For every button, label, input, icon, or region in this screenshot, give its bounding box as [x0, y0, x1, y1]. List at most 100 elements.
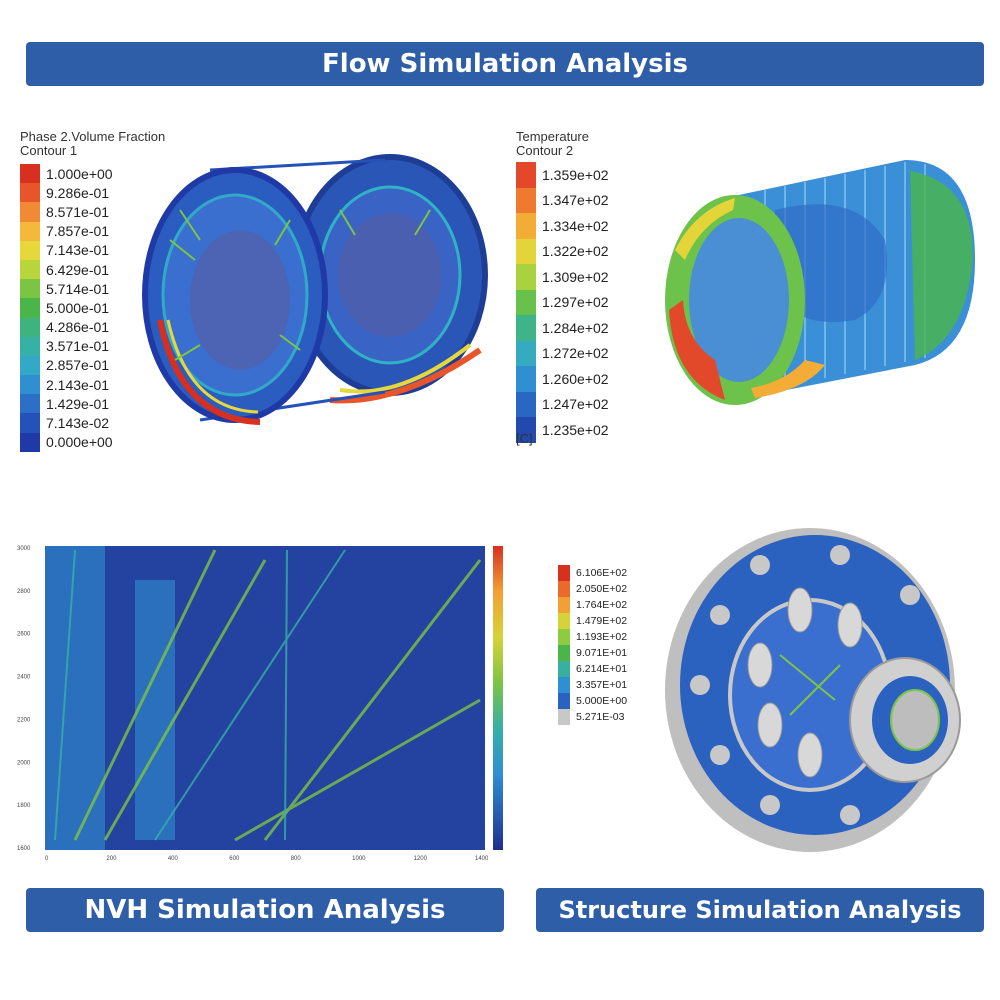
- phase-legend-label: 1.000e+00: [46, 165, 113, 182]
- phase-legend-entry: 8.571e-01: [20, 202, 113, 222]
- stress-legend-swatch: [558, 581, 570, 597]
- temperature-legend-entry: 1.322e+02: [516, 238, 609, 264]
- temperature-legend-swatch: [516, 187, 536, 213]
- nvh-y-tick-label: 1600: [17, 846, 31, 852]
- stress-legend-swatch: [558, 613, 570, 629]
- stress-legend-entry: 1.479E+02: [558, 613, 627, 629]
- stress-legend-swatch: [558, 693, 570, 709]
- nvh-y-tick-label: 2400: [17, 675, 31, 681]
- phase-legend-swatch: [20, 298, 40, 318]
- phase-legend-label: 5.000e-01: [46, 299, 110, 316]
- phase-legend-swatch: [20, 221, 40, 241]
- nvh-x-tick-label: 0: [45, 856, 49, 862]
- temperature-legend-swatch: [516, 340, 536, 366]
- stress-legend-label: 9.071E+01: [576, 647, 628, 659]
- temperature-legend-entry: 1.347e+02: [516, 187, 609, 213]
- temperature-legend-entry: 1.334e+02: [516, 213, 609, 239]
- phase-legend-swatch: [20, 413, 40, 433]
- temperature-legend-label: 1.309e+02: [542, 268, 609, 285]
- stress-legend-label: 6.106E+02: [576, 567, 628, 579]
- phase-legend-title: Phase 2.Volume Fraction Contour 1: [20, 130, 165, 158]
- phase-legend-swatch: [20, 336, 40, 356]
- temperature-legend-entry: 1.260e+02: [516, 366, 609, 392]
- temperature-legend-label: 1.322e+02: [542, 243, 609, 260]
- phase-legend-entry: 2.143e-01: [20, 375, 113, 395]
- stress-legend-label: 3.357E+01: [576, 679, 628, 691]
- phase-legend-label: 4.286e-01: [46, 319, 110, 336]
- temperature-legend-entry: 1.359e+02: [516, 162, 609, 188]
- stress-legend-label: 5.000E+00: [576, 695, 628, 707]
- stress-legend-label: 2.050E+02: [576, 583, 628, 595]
- temperature-legend-label: 1.359e+02: [542, 166, 609, 183]
- stress-legend-label: 1.193E+02: [576, 631, 628, 643]
- nvh-y-tick-label: 2200: [17, 717, 31, 723]
- temperature-legend-label: 1.334e+02: [542, 217, 609, 234]
- phase-legend-entry: 2.857e-01: [20, 355, 113, 376]
- nvh-simulation-banner: NVH Simulation Analysis: [26, 888, 504, 932]
- phase-legend-label: 8.571e-01: [46, 203, 110, 220]
- stress-legend-entry: 5.000E+00: [558, 693, 627, 709]
- phase-legend-swatch: [20, 259, 40, 280]
- temperature-legend-swatch: [516, 238, 536, 264]
- stress-legend-entry: 5.271E-03: [558, 709, 627, 725]
- phase-legend-entry: 1.429e-01: [20, 394, 113, 414]
- phase-legend-entry: 3.571e-01: [20, 336, 113, 356]
- nvh-campbell-plot: 3000 2800 2600 2400 2200 2000 1800 1600 0 200 400…: [17, 546, 503, 862]
- phase-legend-label: 0.000e+00: [46, 434, 113, 451]
- phase-legend-swatch: [20, 432, 40, 452]
- stress-legend-entry: 2.050E+02: [558, 581, 627, 597]
- stress-legend-swatch: [558, 597, 570, 613]
- nvh-x-tick-label: 200: [106, 856, 117, 862]
- temperature-legend-title: Temperature Contour 2: [516, 130, 589, 158]
- phase-legend: 1.000e+00 9.286e-01 8.571e-01 7.857e-01 7.14…: [20, 164, 113, 452]
- nvh-x-tick-label: 800: [291, 856, 302, 862]
- phase-legend-swatch: [20, 375, 40, 395]
- flow-simulation-banner: Flow Simulation Analysis: [26, 42, 984, 86]
- phase-legend-entry: 7.143e-02: [20, 413, 113, 433]
- temperature-legend-swatch: [516, 264, 536, 290]
- nvh-y-tick-label: 3000: [17, 546, 31, 552]
- phase-legend-entry: 4.286e-01: [20, 317, 113, 337]
- phase-legend-swatch: [20, 183, 40, 203]
- phase-legend-swatch: [20, 279, 40, 299]
- phase-legend-title-text: Phase 2.Volume Fraction: [20, 129, 166, 144]
- nvh-x-tick-label: 600: [229, 856, 240, 862]
- temperature-legend-entry: 1.235e+02: [516, 417, 609, 443]
- phase-legend-swatch: [20, 202, 40, 222]
- temperature-legend-swatch: [516, 213, 536, 239]
- temperature-legend-label: 1.284e+02: [542, 319, 609, 336]
- temperature-unit: [C]: [516, 431, 533, 446]
- temperature-legend-label: 1.247e+02: [542, 396, 609, 413]
- stress-legend-entry: 9.071E+01: [558, 645, 627, 661]
- phase-legend-entry: 5.000e-01: [20, 298, 113, 318]
- phase-legend-label: 3.571e-01: [46, 338, 110, 355]
- temperature-legend-swatch: [516, 162, 536, 188]
- stress-legend-swatch: [558, 709, 570, 725]
- temperature-legend-entry: 1.309e+02: [516, 264, 609, 290]
- stress-legend-entry: 1.764E+02: [558, 597, 627, 613]
- stress-legend-swatch: [558, 629, 570, 645]
- stress-legend-label: 1.764E+02: [576, 599, 628, 611]
- nvh-y-tick-label: 2000: [17, 760, 31, 766]
- nvh-x-tick-label: 1200: [414, 856, 428, 862]
- stress-legend: 6.106E+02 2.050E+02 1.764E+02 1.479E+02 1.19…: [558, 565, 627, 725]
- stress-legend-label: 1.479E+02: [576, 615, 628, 627]
- stress-legend-swatch: [558, 677, 570, 693]
- phase-legend-label: 7.857e-01: [46, 223, 110, 240]
- nvh-x-tick-label: 400: [168, 856, 179, 862]
- stress-legend-label: 5.271E-03: [576, 711, 625, 723]
- temperature-legend-swatch: [516, 289, 536, 315]
- phase-legend-label: 7.143e-02: [46, 415, 110, 432]
- phase-legend-label: 2.143e-01: [46, 376, 110, 393]
- phase-legend-label: 6.429e-01: [46, 261, 110, 278]
- temperature-legend-label: 1.260e+02: [542, 370, 609, 387]
- phase-legend-entry: 9.286e-01: [20, 183, 113, 203]
- temperature-legend-entry: 1.272e+02: [516, 340, 609, 366]
- nvh-x-tick-label: 1000: [352, 856, 366, 862]
- nvh-x-tick-label: 1400: [475, 856, 489, 862]
- temperature-legend-subtitle: Contour 2: [516, 143, 574, 158]
- stress-legend-entry: 6.214E+01: [558, 661, 627, 677]
- temperature-legend-label: 1.347e+02: [542, 192, 609, 209]
- stress-legend-swatch: [558, 661, 570, 677]
- structure-render: [665, 528, 961, 852]
